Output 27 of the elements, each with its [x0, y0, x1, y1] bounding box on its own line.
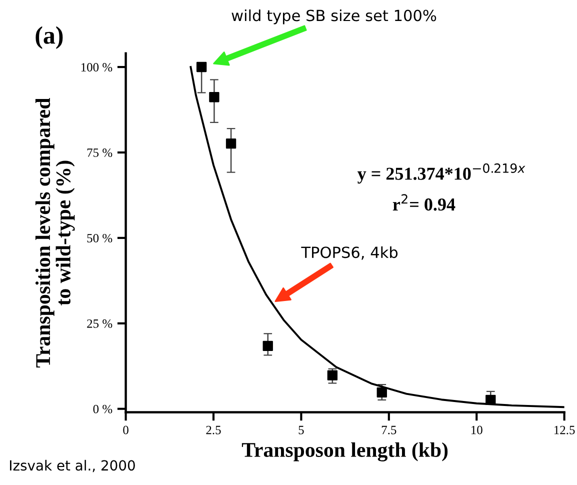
y-tick-label: 100 % [81, 63, 112, 72]
text: wild type SB size set 100% [232, 9, 436, 24]
annotation: TPOPS6, 4kb [301, 246, 398, 260]
point [327, 370, 338, 380]
y-tick-label: 0 % [93, 404, 112, 414]
x-tick-label: 5 [298, 426, 304, 434]
point [226, 138, 236, 149]
x-axis-title: Transposon length (kb) [242, 442, 448, 462]
x-tick-label: 10 [471, 426, 482, 434]
point [486, 394, 496, 406]
y-axis-title: Transposition levels compared to wild-type (%) [35, 98, 75, 368]
x-tick-label: 12.5 [554, 426, 575, 434]
point [262, 340, 273, 352]
y-tick-label: 75 % [87, 148, 112, 157]
point [196, 62, 207, 72]
point [376, 387, 387, 398]
chart-title: (a) [36, 26, 63, 49]
x-tick-label: 2.5 [206, 426, 221, 434]
text: Izsvak et al., 2000 [10, 460, 135, 472]
point [209, 92, 220, 102]
x-tick-label: 7.5 [382, 426, 396, 434]
line-series [190, 66, 564, 408]
annotation: r$^{2}$= 0.94 [392, 194, 456, 211]
annotation: y = 251.374*10$^{−0.219x}$ [358, 163, 526, 184]
x-tick-label: 0 [123, 426, 128, 434]
y-tick-label: 25 % [87, 319, 112, 328]
y-tick-label: 50 % [87, 234, 112, 242]
